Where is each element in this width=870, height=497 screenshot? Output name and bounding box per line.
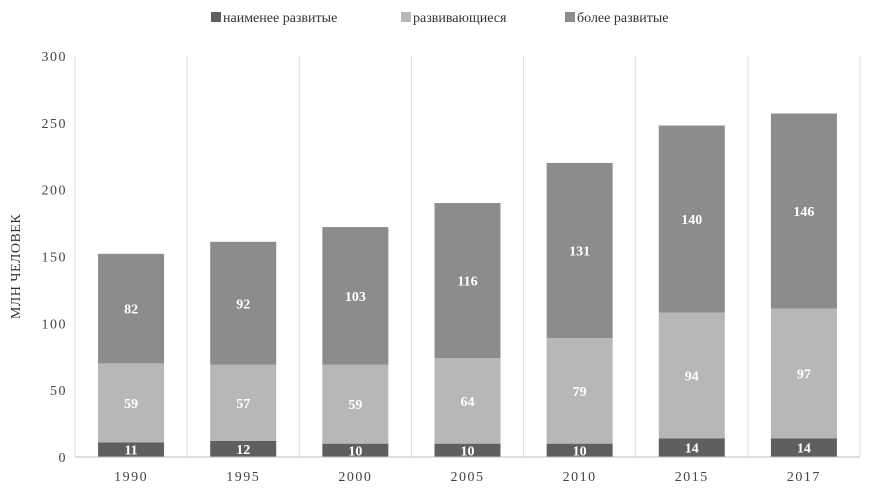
x-tick-label: 2017 (787, 470, 821, 485)
legend-label: более развитые (577, 11, 668, 26)
x-tick-label: 1990 (114, 470, 148, 485)
data-label: 10 (461, 444, 475, 459)
legend-swatch (565, 12, 575, 22)
data-labels: 11 59 82 12 57 92 10 59 103 10 64 116 10 79 131 14 94 140… (124, 205, 814, 459)
legend: наименее развитые развивающиеся более разв… (211, 11, 668, 26)
bar-segment (658, 438, 725, 457)
data-label: 131 (569, 244, 590, 259)
bar-segment (210, 241, 277, 365)
bar-segment (770, 113, 837, 309)
y-axis-label: МЛН ЧЕЛОВЕК (9, 214, 24, 320)
bar-segment (210, 364, 277, 441)
y-tick-label: 150 (42, 251, 68, 266)
data-label: 64 (461, 395, 475, 410)
y-tick-label: 300 (42, 50, 68, 65)
y-tick-label: 100 (42, 317, 68, 332)
bar-segment (434, 358, 501, 444)
y-tick-label: 0 (59, 451, 68, 466)
bar-segment (434, 443, 501, 457)
y-tick-label: 200 (42, 184, 68, 199)
bar-segment (434, 203, 501, 359)
data-label: 57 (236, 397, 250, 412)
x-tick-label: 2015 (675, 470, 709, 485)
y-tick-label: 50 (50, 384, 67, 399)
bar-segment (770, 438, 837, 457)
y-axis-ticks: 0 50 100 150 200 250 300 (42, 50, 68, 466)
x-tick-label: 2005 (451, 470, 485, 485)
data-label: 116 (457, 275, 477, 290)
data-label: 10 (348, 444, 362, 459)
data-label: 97 (797, 367, 811, 382)
gridlines (74, 56, 861, 457)
data-label: 14 (797, 442, 811, 457)
data-label: 92 (236, 297, 250, 312)
bar-segment (322, 364, 389, 444)
y-tick-label: 250 (42, 117, 68, 132)
data-label: 10 (573, 444, 587, 459)
bar-segment (98, 363, 165, 443)
bars (98, 113, 837, 457)
bar-segment (546, 338, 613, 444)
data-label: 94 (685, 369, 699, 384)
data-label: 11 (124, 444, 137, 459)
x-tick-label: 1995 (226, 470, 260, 485)
x-axis-ticks: 1990 1995 2000 2005 2010 2015 2017 (114, 470, 821, 485)
data-label: 59 (124, 397, 138, 412)
bar-segment (658, 312, 725, 439)
bar-segment (658, 125, 725, 313)
legend-label: развивающиеся (413, 11, 507, 26)
legend-label: наименее развитые (223, 11, 337, 26)
bar-segment (546, 443, 613, 457)
bar-segment (322, 227, 389, 365)
data-label: 82 (124, 303, 138, 318)
data-label: 103 (345, 290, 366, 305)
legend-swatch (211, 12, 221, 22)
data-label: 79 (573, 385, 587, 400)
x-tick-label: 2000 (338, 470, 372, 485)
data-label: 140 (681, 213, 702, 228)
x-tick-label: 2010 (563, 470, 597, 485)
legend-swatch (401, 12, 411, 22)
bar-segment (322, 443, 389, 457)
bar-segment (546, 162, 613, 339)
data-label: 146 (793, 205, 814, 220)
bar-segment (210, 440, 277, 457)
bar-segment (770, 308, 837, 439)
bar-segment (98, 253, 165, 364)
data-label: 12 (236, 443, 250, 458)
data-label: 59 (348, 398, 362, 413)
bar-segment (98, 442, 165, 457)
data-label: 14 (685, 442, 699, 457)
